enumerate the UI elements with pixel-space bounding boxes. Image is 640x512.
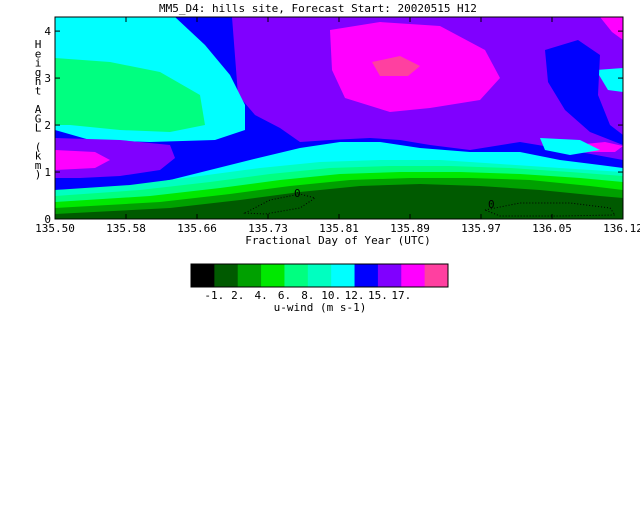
field-right-cyan: [596, 68, 623, 92]
plot-area: 0 0: [55, 17, 623, 219]
colorbar-tick-label: 2.: [231, 289, 244, 302]
colorbar-swatch: [284, 264, 309, 287]
x-tick-label: 135.50: [35, 222, 75, 235]
contour-label-right: 0: [488, 198, 495, 211]
y-tick-label: 3: [44, 72, 51, 85]
x-tick-label: 135.97: [461, 222, 501, 235]
colorbar: [190, 263, 449, 288]
colorbar-frame: [190, 263, 449, 288]
x-axis-label: Fractional Day of Year (UTC): [245, 234, 430, 247]
y-tick-label: 2: [44, 119, 51, 132]
colorbar-swatch: [377, 264, 402, 287]
colorbar-swatch: [237, 264, 262, 287]
colorbar-swatch: [191, 264, 215, 287]
x-tick-label: 135.66: [177, 222, 217, 235]
field-right-blue: [545, 40, 623, 145]
colorbar-label: u-wind (m s-1): [274, 301, 367, 314]
colorbar-swatch: [354, 264, 379, 287]
colorbar-tick-label: -1.: [204, 289, 224, 302]
colorbar-tick-label: 8.: [301, 289, 314, 302]
x-tick-label: 135.81: [319, 222, 359, 235]
field-mid-cyan-right: [540, 138, 600, 155]
field-left-magenta: [55, 150, 110, 170]
colorbar-swatch: [214, 264, 239, 287]
field-topright-magenta: [600, 17, 623, 40]
colorbar-swatch: [331, 264, 356, 287]
x-axis: 135.50 135.58 135.66 135.73 135.81 135.89 135.…: [35, 17, 640, 235]
x-tick-label: 135.58: [106, 222, 146, 235]
chart-title: MM5_D4: hills site, Forecast Start: 2002…: [159, 2, 477, 15]
colorbar-swatch: [424, 264, 449, 287]
colorbar-ticks: -1. 2. 4. 6. 8. 10. 12. 15. 17.: [204, 289, 411, 302]
colorbar-swatch: [401, 264, 426, 287]
y-tick-label: 4: [44, 25, 51, 38]
colorbar-tick-label: 6.: [278, 289, 291, 302]
colorbar-tick-label: 12.: [345, 289, 365, 302]
field-upper-max: [372, 56, 420, 76]
x-tick-label: 136.05: [532, 222, 572, 235]
colorbar-swatch: [261, 264, 285, 287]
x-tick-label: 135.73: [248, 222, 288, 235]
field-left-green: [55, 58, 205, 132]
y-tick-label: 0: [44, 213, 51, 226]
y-tick-label: 1: [44, 166, 51, 179]
y-axis: 0 1 2 3 4: [44, 25, 623, 226]
field-low-darkgreen: [55, 184, 623, 219]
colorbar-swatch: [307, 264, 332, 287]
colorbar-tick-label: 10.: [321, 289, 341, 302]
colorbar-tick-label: 4.: [254, 289, 267, 302]
x-tick-label: 135.89: [390, 222, 430, 235]
contour-label-left: 0: [294, 187, 301, 200]
colorbar-tick-label: 17.: [391, 289, 411, 302]
colorbar-tick-label: 15.: [368, 289, 388, 302]
x-tick-label: 136.12: [603, 222, 640, 235]
